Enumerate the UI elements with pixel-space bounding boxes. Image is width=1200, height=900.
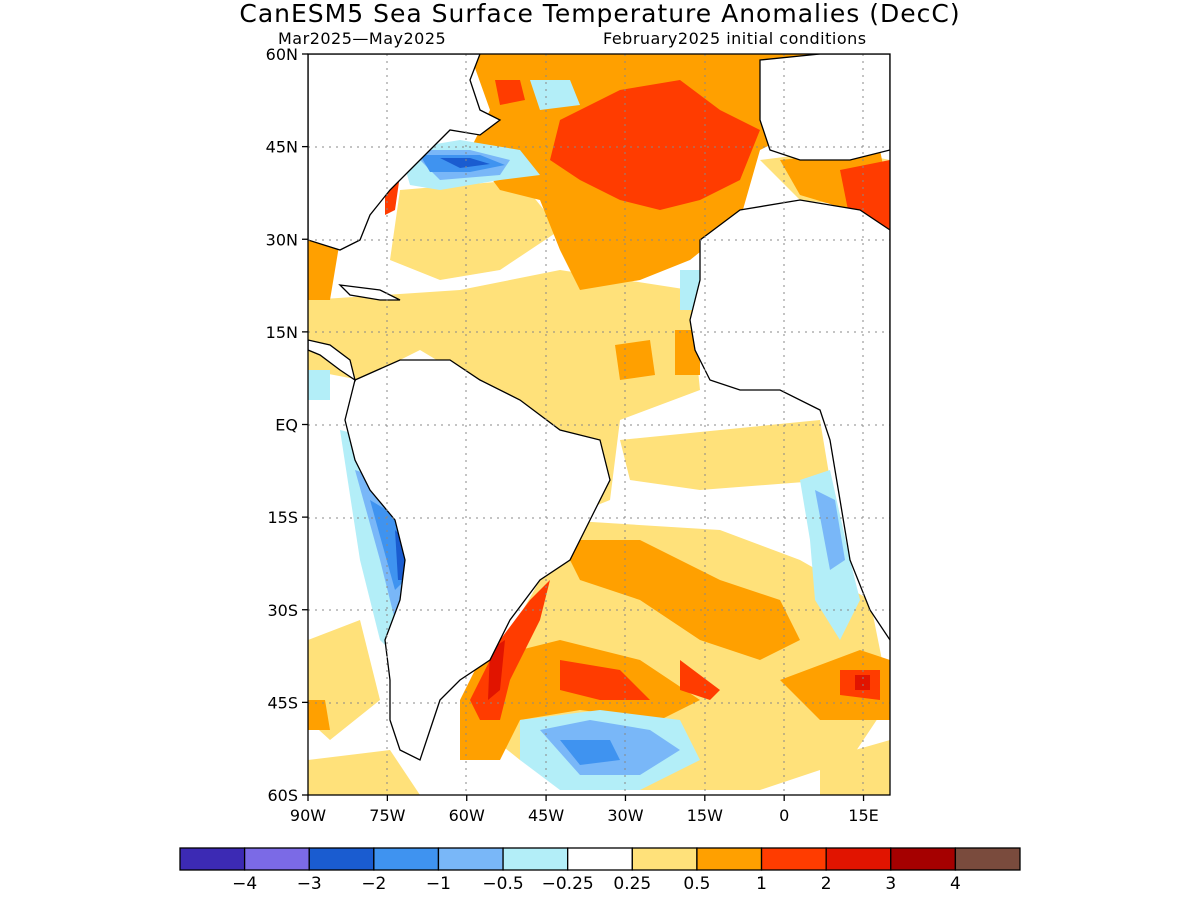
- colorbar-label: −4: [232, 874, 257, 894]
- lon-tick-label: 15E: [848, 806, 878, 825]
- initial-conditions-label: February2025 initial conditions: [603, 29, 867, 48]
- colorbar-swatch: [567, 847, 633, 871]
- lat-tick-label: 60S: [267, 786, 298, 805]
- lat-tick-label: 45N: [266, 138, 298, 157]
- lon-tick-label: 45W: [528, 806, 564, 825]
- period-label: Mar2025—May2025: [278, 29, 446, 48]
- latitude-axis: 60N 45N 30N 15N EQ 15S 30S 45S 60S: [266, 45, 308, 805]
- europe-land: [759, 54, 890, 161]
- colorbar-label: 4: [950, 874, 961, 894]
- lon-tick-label: 75W: [369, 806, 405, 825]
- colorbar-swatch: [631, 847, 698, 871]
- colorbar-label: 0.5: [683, 874, 710, 894]
- colorbar-swatch: [696, 847, 763, 871]
- lon-tick-label: 60W: [449, 806, 485, 825]
- longitude-axis: 90W 75W 60W 45W 30W 15W 0 15E: [290, 795, 879, 825]
- colorbar: [179, 847, 1021, 871]
- colorbar-label: −3: [297, 874, 322, 894]
- colorbar-swatch: [179, 847, 246, 871]
- lat-tick-label: 15N: [266, 323, 298, 342]
- colorbar-labels: −4 −3 −2 −1 −0.5 −0.25 0.25 0.5 1 2 3 4: [232, 874, 961, 894]
- colorbar-label: −0.25: [542, 874, 594, 894]
- lat-tick-label: 15S: [267, 508, 298, 527]
- lat-tick-label: 30S: [267, 601, 298, 620]
- colorbar-swatch: [890, 847, 957, 871]
- colorbar-swatch: [760, 847, 827, 871]
- colorbar-swatch: [243, 847, 310, 871]
- colorbar-label: 1: [756, 874, 767, 894]
- graticule: [308, 54, 890, 795]
- south-america-land: [344, 359, 611, 761]
- map-panel: [308, 54, 890, 795]
- lat-tick-label: EQ: [275, 416, 298, 435]
- colorbar-label: −1: [426, 874, 451, 894]
- africa-land: [689, 199, 890, 642]
- lon-tick-label: 15W: [687, 806, 723, 825]
- colorbar-label: 2: [821, 874, 832, 894]
- figure-title: CanESM5 Sea Surface Temperature Anomalie…: [239, 0, 960, 28]
- land-masses: [308, 54, 890, 761]
- lon-tick-label: 90W: [290, 806, 326, 825]
- lat-tick-label: 60N: [266, 45, 298, 64]
- colorbar-swatch: [308, 847, 375, 871]
- lon-tick-label: 0: [779, 806, 789, 825]
- colorbar-swatch: [437, 847, 504, 871]
- lon-tick-label: 30W: [607, 806, 643, 825]
- lat-tick-label: 45S: [267, 693, 298, 712]
- central-america-land: [308, 339, 357, 382]
- anomaly-field-blue: [370, 155, 620, 765]
- colorbar-label: 3: [885, 874, 896, 894]
- cuba-island: [338, 284, 401, 301]
- colorbar-label: −0.5: [482, 874, 523, 894]
- colorbar-swatch: [954, 847, 1021, 871]
- colorbar-swatch: [373, 847, 440, 871]
- colorbar-label: 0.25: [613, 874, 651, 894]
- colorbar-label: −2: [361, 874, 386, 894]
- north-america-land: [308, 54, 502, 251]
- colorbar-swatch: [825, 847, 892, 871]
- lat-tick-label: 30N: [266, 230, 298, 249]
- colorbar-swatch: [502, 847, 569, 871]
